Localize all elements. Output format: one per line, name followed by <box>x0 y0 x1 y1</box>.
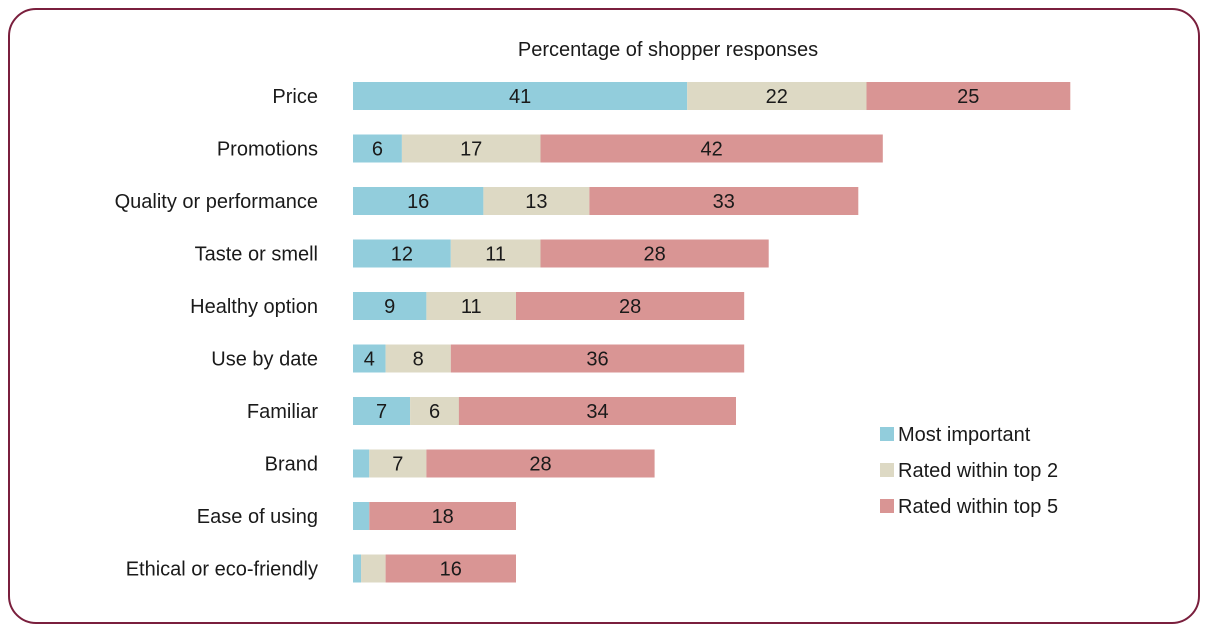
bar-quality-or-performance-most-important <box>353 187 484 215</box>
data-label-price-most-important: 41 <box>509 86 531 108</box>
bar-ethical-or-eco-friendly-most-important <box>353 554 362 583</box>
bar-use-by-date-rated-within-top-2 <box>385 344 451 373</box>
bar-price-most-important <box>353 82 688 110</box>
data-label-familiar-rated-within-top-2: 6 <box>429 401 440 423</box>
bar-taste-or-smell-most-important <box>353 239 451 268</box>
bar-promotions-rated-within-top-5 <box>540 134 883 163</box>
bar-brand-rated-within-top-5 <box>426 449 655 478</box>
bar-ease-of-using-most-important <box>353 502 370 530</box>
bar-brand-most-important <box>353 449 370 478</box>
bar-promotions-rated-within-top-2 <box>401 134 541 163</box>
data-label-quality-or-performance-rated-within-top-2: 13 <box>525 191 547 213</box>
bar-price-rated-within-top-5 <box>866 82 1071 110</box>
legend: Most important Rated within top 2 Rated wi… <box>880 424 1058 518</box>
data-label-use-by-date-rated-within-top-5: 36 <box>586 349 608 371</box>
data-label-taste-or-smell-rated-within-top-5: 28 <box>643 244 665 266</box>
legend-swatch-rated-within-top-5 <box>880 499 894 513</box>
bar-ethical-or-eco-friendly-rated-within-top-2 <box>361 554 386 583</box>
data-label-promotions-rated-within-top-5: 42 <box>700 139 722 161</box>
category-label-use-by-date: Use by date <box>211 349 318 371</box>
bar-use-by-date-rated-within-top-5 <box>450 344 745 373</box>
data-label-ease-of-using-rated-within-top-5: 18 <box>432 506 454 528</box>
bar-familiar-rated-within-top-5 <box>458 397 736 425</box>
bar-quality-or-performance-rated-within-top-5 <box>589 187 859 215</box>
data-label-quality-or-performance-rated-within-top-5: 33 <box>713 191 735 213</box>
legend-label-most-important: Most important <box>898 424 1031 446</box>
data-label-healthy-option-most-important: 9 <box>384 296 395 318</box>
data-label-brand-rated-within-top-2: 7 <box>392 454 403 476</box>
data-label-taste-or-smell-rated-within-top-2: 11 <box>485 244 506 266</box>
bar-familiar-rated-within-top-2 <box>410 397 459 425</box>
bars-group: 41 22 25 6 17 42 16 13 33 12 11 28 9 11 28 4 8 36 7 6 34 7 28 1… <box>353 82 1071 583</box>
bar-healthy-option-most-important <box>353 292 427 320</box>
data-label-use-by-date-most-important: 4 <box>364 349 375 371</box>
data-label-healthy-option-rated-within-top-5: 28 <box>619 296 641 318</box>
bar-ethical-or-eco-friendly-rated-within-top-5 <box>385 554 516 583</box>
data-label-brand-rated-within-top-5: 28 <box>529 454 551 476</box>
data-label-promotions-most-important: 6 <box>372 139 383 161</box>
bar-price-rated-within-top-2 <box>687 82 867 110</box>
category-label-taste-or-smell: Taste or smell <box>195 244 318 266</box>
category-label-promotions: Promotions <box>217 139 318 161</box>
category-label-quality-or-performance: Quality or performance <box>115 191 318 213</box>
category-label-ethical-or-eco-friendly: Ethical or eco-friendly <box>126 559 318 581</box>
chart-title: Percentage of shopper responses <box>518 39 818 61</box>
bar-taste-or-smell-rated-within-top-5 <box>540 239 769 268</box>
bar-healthy-option-rated-within-top-5 <box>516 292 745 320</box>
legend-label-rated-within-top-5: Rated within top 5 <box>898 496 1058 518</box>
legend-label-rated-within-top-2: Rated within top 2 <box>898 460 1058 482</box>
category-label-familiar: Familiar <box>247 401 318 423</box>
data-label-price-rated-within-top-5: 25 <box>957 86 979 108</box>
bar-promotions-most-important <box>353 134 402 163</box>
bar-ease-of-using-rated-within-top-5 <box>369 502 516 530</box>
data-label-familiar-most-important: 7 <box>376 401 387 423</box>
category-label-price: Price <box>272 86 318 108</box>
data-label-quality-or-performance-most-important: 16 <box>407 191 429 213</box>
bar-taste-or-smell-rated-within-top-2 <box>450 239 541 268</box>
category-label-healthy-option: Healthy option <box>190 296 318 318</box>
data-label-healthy-option-rated-within-top-2: 11 <box>461 296 482 318</box>
bar-healthy-option-rated-within-top-2 <box>426 292 517 320</box>
data-label-familiar-rated-within-top-5: 34 <box>586 401 608 423</box>
bar-quality-or-performance-rated-within-top-2 <box>483 187 590 215</box>
data-label-use-by-date-rated-within-top-2: 8 <box>413 349 424 371</box>
category-label-ease-of-using: Ease of using <box>197 506 318 528</box>
category-label-brand: Brand <box>265 454 318 476</box>
bar-brand-rated-within-top-2 <box>369 449 427 478</box>
chart-frame <box>8 8 1200 624</box>
data-label-taste-or-smell-most-important: 12 <box>391 244 413 266</box>
bar-familiar-most-important <box>353 397 411 425</box>
category-labels-group: Price Promotions Quality or performance Tas… <box>115 86 319 581</box>
data-label-promotions-rated-within-top-2: 17 <box>460 139 482 161</box>
legend-swatch-rated-within-top-2 <box>880 463 894 477</box>
bar-use-by-date-most-important <box>353 344 386 373</box>
legend-swatch-most-important <box>880 427 894 441</box>
data-label-ethical-or-eco-friendly-rated-within-top-5: 16 <box>440 559 462 581</box>
data-label-price-rated-within-top-2: 22 <box>766 86 788 108</box>
